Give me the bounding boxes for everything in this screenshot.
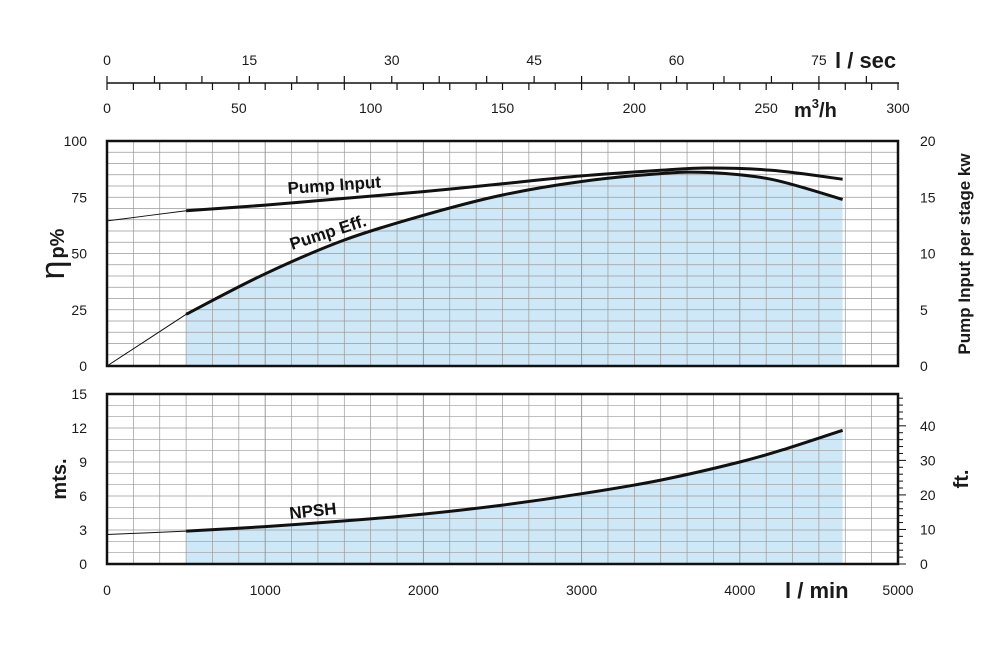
pump-input-curve-label: Pump Input (287, 172, 382, 197)
lsec-tick-label: 60 (669, 52, 685, 68)
eta-tick-label: 0 (79, 358, 87, 374)
m3h-tick-label: 100 (359, 100, 383, 116)
lsec-tick-label: 30 (384, 52, 400, 68)
npsh-curve-label: NPSH (288, 499, 337, 523)
m3h-tick-label: 200 (623, 100, 647, 116)
m3h-axis-label-tail: /h (819, 100, 837, 122)
svg-text:ηp%: η p% (34, 228, 72, 279)
lsec-tick-label: 0 (103, 52, 111, 68)
ft-tick-label: 30 (920, 452, 936, 468)
m3h-tick-label: 250 (754, 100, 778, 116)
pump-input-tick-label: 0 (920, 358, 928, 374)
npsh-shaded-area (186, 430, 843, 564)
m3h-tick-label: 150 (491, 100, 515, 116)
efficiency-panel-frame (105, 139, 900, 368)
m3h-axis-label-base: m (794, 100, 812, 122)
eta-tick-label: 100 (64, 133, 88, 149)
npsh-curve (186, 428, 844, 533)
pump-input-axis-label: Pump Input per stage kw (955, 153, 974, 355)
efficiency-grid (107, 141, 898, 366)
pump-input-curve-extension (106, 210, 187, 222)
x-axis-label: l / min (785, 578, 849, 603)
mts-tick-label: 12 (71, 420, 87, 436)
pump-input-tick-label: 15 (920, 189, 936, 205)
npsh-mts-axis-label: mts. (49, 458, 71, 499)
m3h-axis-title: m3/h (794, 96, 837, 122)
mts-tick-label: 9 (79, 454, 87, 470)
mts-tick-label: 15 (71, 386, 87, 402)
m3h-tick-label: 300 (886, 100, 910, 116)
ft-tick-label: 10 (920, 521, 936, 537)
lmin-tick-label: 2000 (408, 582, 439, 598)
eta-symbol: η (34, 261, 72, 280)
top-axis-ticks: 0 15 30 45 60 75 0 50 100 150 200 250 300 (103, 52, 910, 116)
lsec-axis-title: l / sec (835, 48, 896, 73)
lsec-tick-label: 15 (242, 52, 258, 68)
eta-unit: p% (47, 228, 69, 258)
top-flow-axes: 0 15 30 45 60 75 0 50 100 150 200 250 300 l / sec m3… (103, 48, 910, 122)
npsh-ft-axis-label: ft. (951, 470, 973, 489)
pump-input-tick-label: 20 (920, 133, 936, 149)
lmin-tick-label: 5000 (882, 582, 913, 598)
lsec-axis-label: l / sec (835, 48, 896, 73)
m3h-tick-label: 50 (231, 100, 247, 116)
m3h-tick-label: 0 (103, 100, 111, 116)
ft-tick-label: 20 (920, 487, 936, 503)
npsh-axis-ticks: 0 3 6 9 12 15 0 10 20 30 40 0 1000 2000 3000 4000 5000 (71, 386, 935, 598)
pump-eff-curve-extension (106, 313, 187, 367)
pump-input-curve (185, 166, 843, 213)
lmin-tick-label: 4000 (724, 582, 755, 598)
ft-tick-label: 40 (920, 418, 936, 434)
mts-tick-label: 0 (79, 556, 87, 572)
npsh-curve-extension (106, 530, 187, 535)
lmin-tick-label: 0 (103, 582, 111, 598)
pump-input-tick-label: 5 (920, 302, 928, 318)
eta-tick-label: 25 (71, 302, 87, 318)
efficiency-shaded-area (186, 172, 843, 366)
pump-input-tick-label: 10 (920, 246, 936, 262)
pump-eff-curve (185, 170, 844, 316)
lmin-tick-label: 1000 (250, 582, 281, 598)
mts-tick-label: 3 (79, 522, 87, 538)
mts-tick-label: 6 (79, 488, 87, 504)
eta-tick-label: 75 (71, 189, 87, 205)
npsh-panel: 0 3 6 9 12 15 0 10 20 30 40 0 1000 2000 3000 4000 5000 N… (49, 386, 973, 603)
m3h-axis-label-sup: 3 (812, 96, 819, 111)
lmin-tick-label: 3000 (566, 582, 597, 598)
lsec-tick-label: 75 (811, 52, 827, 68)
efficiency-y-axis-title: η p% (34, 228, 72, 279)
efficiency-axis-ticks: 0 25 50 75 100 0 5 10 15 20 (64, 133, 936, 374)
svg-text:m3/h: m3/h (794, 96, 837, 122)
npsh-grid (107, 394, 898, 564)
ft-tick-label: 0 (920, 556, 928, 572)
lsec-tick-label: 45 (526, 52, 542, 68)
eta-tick-label: 50 (71, 246, 87, 262)
npsh-panel-frame (105, 392, 900, 566)
